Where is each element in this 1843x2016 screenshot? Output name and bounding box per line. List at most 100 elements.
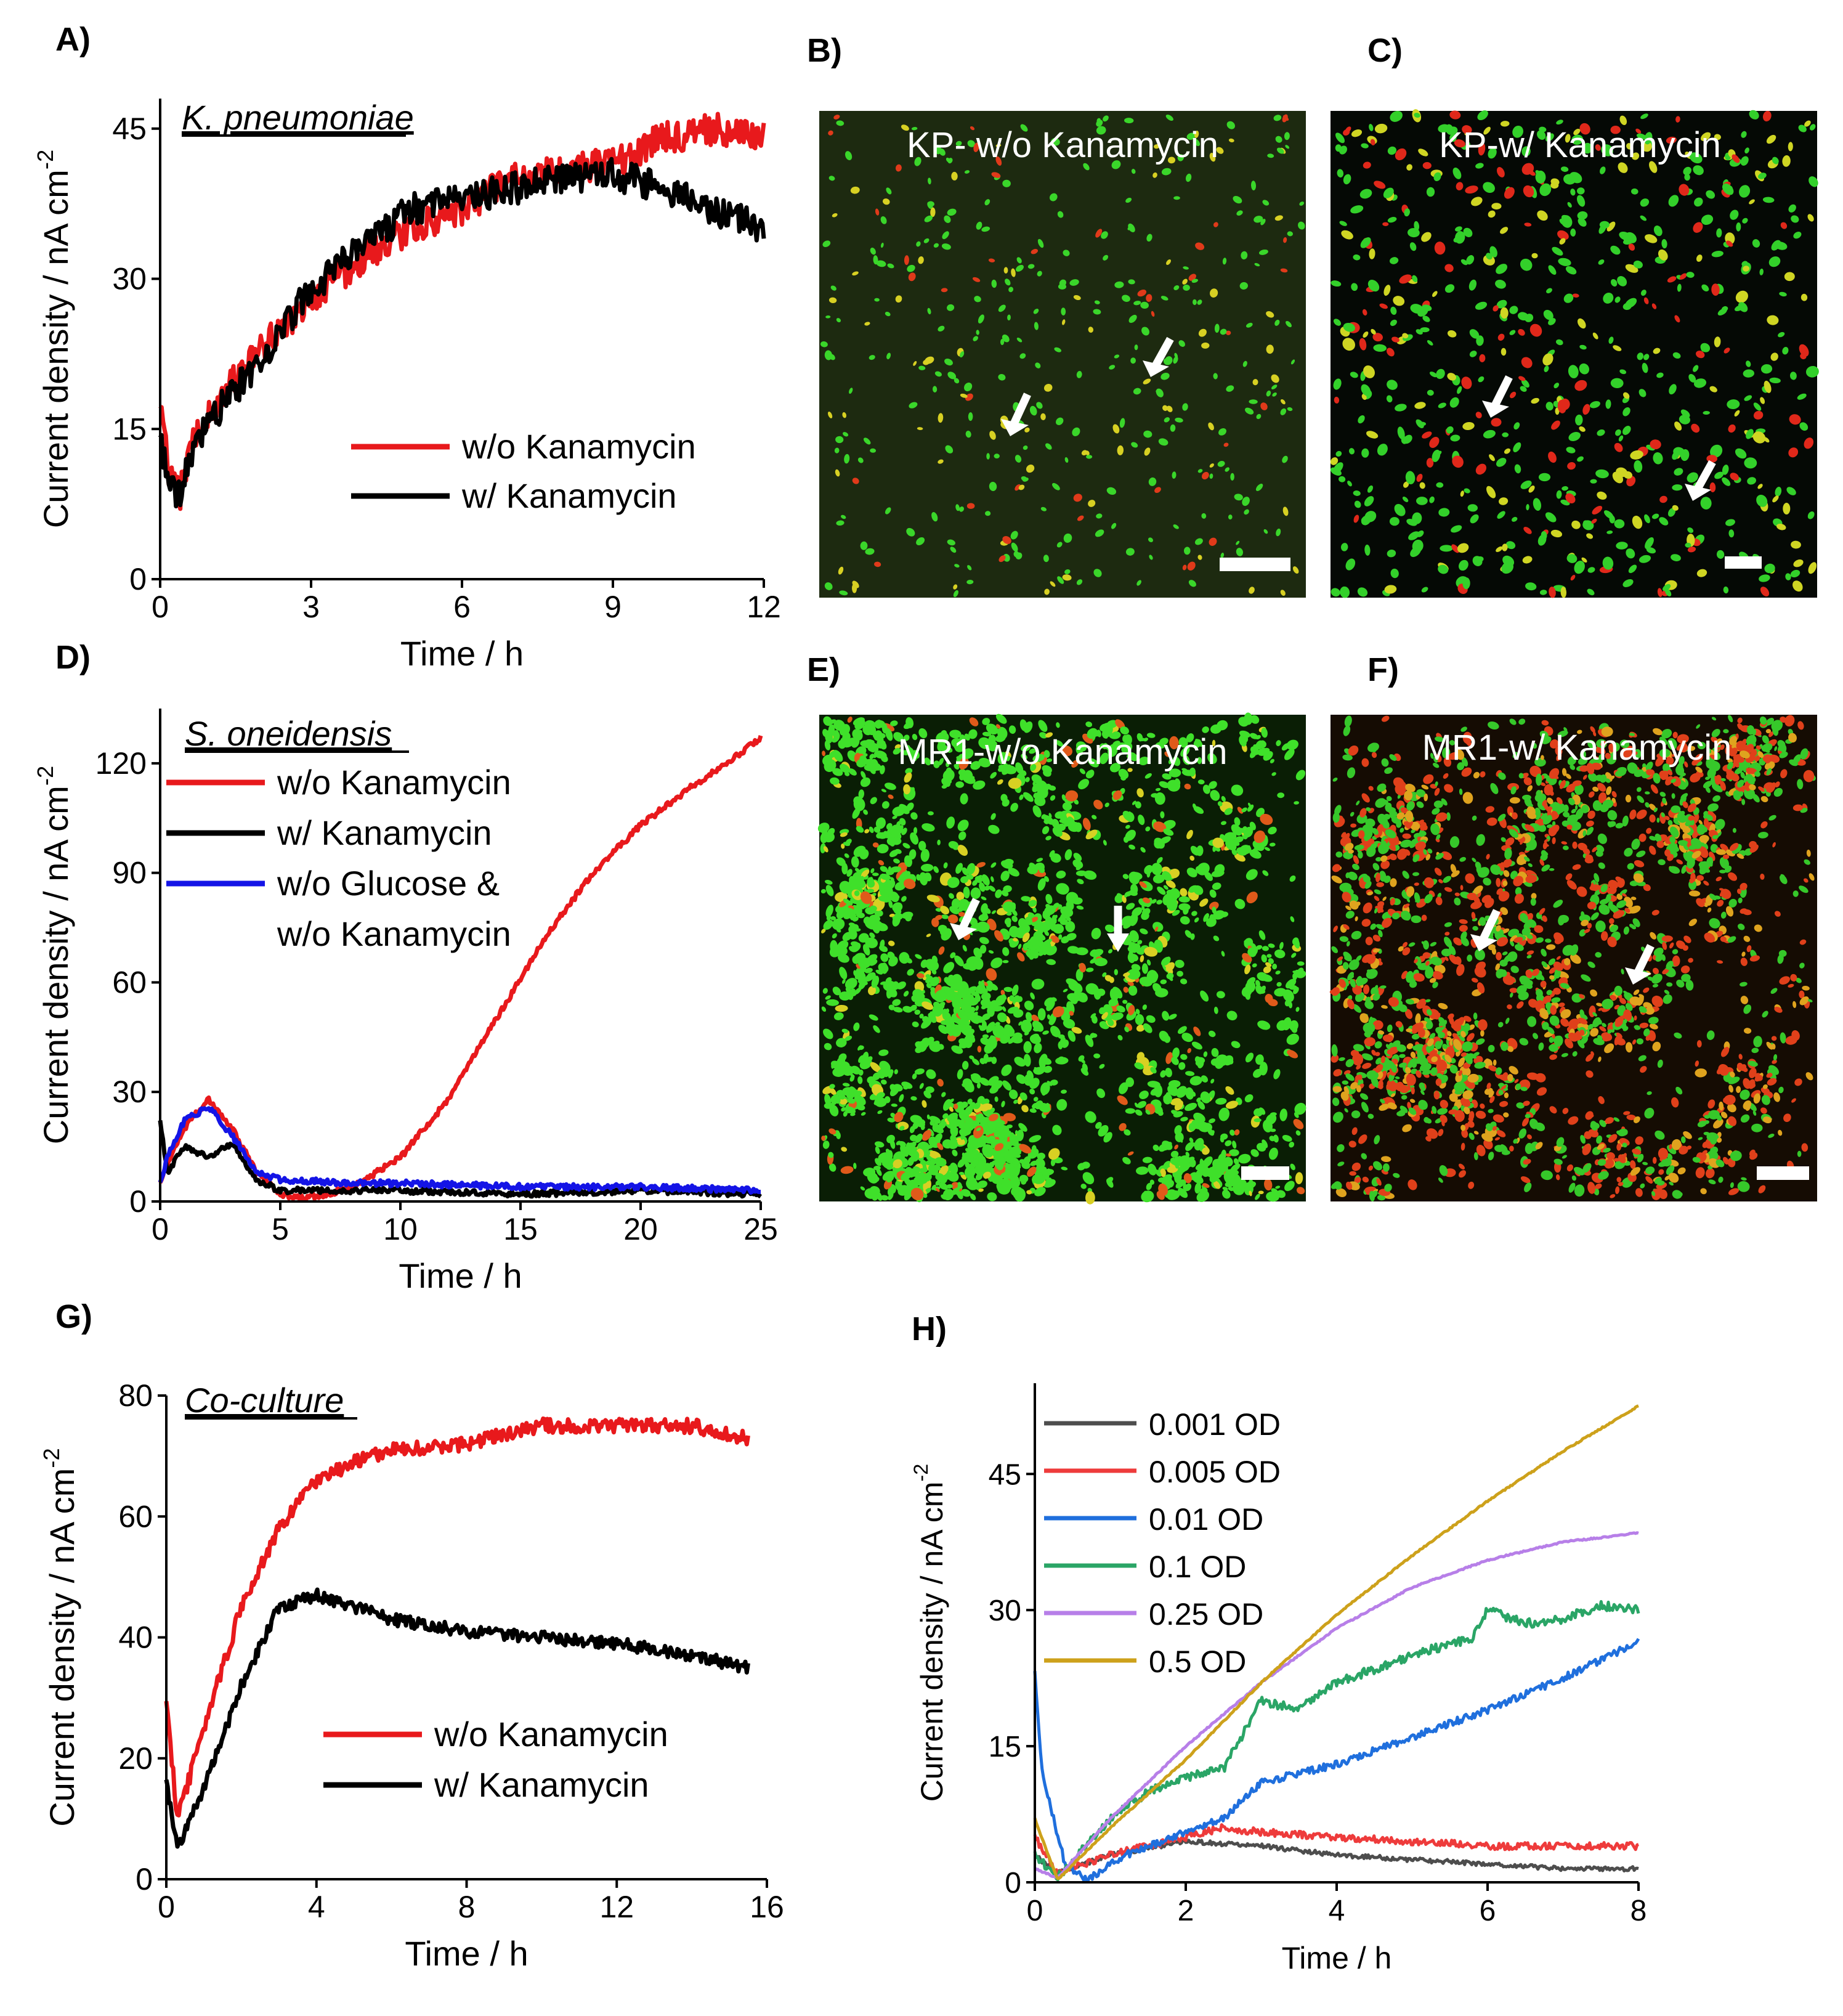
cell [886, 187, 892, 195]
cell [1684, 173, 1690, 181]
cell [1193, 138, 1201, 147]
cell [927, 307, 931, 315]
cell [1254, 262, 1260, 267]
cell [1045, 443, 1052, 450]
cell [967, 565, 972, 571]
cell [1276, 147, 1284, 154]
cell [1034, 322, 1039, 330]
cell [1252, 379, 1258, 386]
cell [924, 215, 933, 222]
cell [1343, 174, 1351, 185]
cell [1417, 421, 1427, 426]
cell [1220, 552, 1225, 558]
cell [945, 445, 954, 453]
cell [1367, 485, 1374, 493]
arrow-icon-b1 [1010, 392, 1031, 427]
cell [1064, 457, 1069, 463]
cell [998, 374, 1006, 381]
cell [1230, 473, 1234, 481]
cell [1151, 311, 1155, 317]
cell [1134, 344, 1138, 351]
cell [955, 140, 962, 147]
cell [1502, 432, 1509, 437]
cell [1417, 530, 1424, 537]
cell [1063, 250, 1070, 256]
cell [886, 352, 891, 360]
scale-bar-e [1241, 1166, 1289, 1180]
cell [1027, 264, 1035, 269]
cell [1002, 536, 1011, 544]
cell [1077, 515, 1084, 521]
cell [1446, 426, 1454, 434]
cell [1273, 115, 1282, 121]
cell [947, 158, 953, 164]
cell [988, 258, 995, 262]
cell [909, 402, 918, 408]
y-tick-label-h: 30 [989, 1595, 1021, 1627]
cell [1445, 124, 1454, 135]
cell [1653, 452, 1663, 465]
cell [1539, 183, 1552, 197]
cell [916, 241, 921, 247]
cell [1744, 395, 1752, 401]
cell [1531, 397, 1539, 404]
cell [901, 124, 909, 131]
panel-label-g: G) [55, 1298, 92, 1335]
cell [1567, 462, 1576, 470]
cell [1182, 278, 1188, 285]
cell [1191, 278, 1199, 283]
cell [1266, 311, 1274, 318]
cell [822, 240, 831, 248]
cell [1563, 293, 1574, 303]
legend-label-line: w/o Glucose & [277, 864, 500, 903]
cell [1530, 898, 1536, 906]
cell [1420, 327, 1430, 333]
cell [1416, 497, 1428, 505]
cell [1457, 386, 1462, 394]
cell [1061, 319, 1066, 325]
cell [1256, 413, 1262, 420]
cell [1403, 481, 1409, 488]
cell [1364, 496, 1374, 506]
panel-label-e: E) [807, 651, 840, 688]
cell [1280, 408, 1287, 415]
series-line-a-1 [158, 156, 766, 509]
x-tick-label-d: 25 [743, 1212, 778, 1246]
cell [1148, 477, 1157, 486]
cell [985, 511, 991, 516]
cell [1260, 402, 1268, 410]
cell [1213, 222, 1218, 227]
cell [986, 453, 990, 460]
y-axis-title-text: Current density / nA cm [36, 169, 75, 528]
cell [944, 215, 951, 223]
cell [845, 151, 853, 161]
cell [1103, 115, 1109, 122]
cell [1146, 294, 1152, 302]
species-annotation-g: Co-culture [185, 1381, 344, 1420]
cell [1358, 415, 1365, 424]
cell [953, 584, 958, 590]
cell [1236, 548, 1243, 556]
cell [1130, 357, 1136, 364]
cell [1073, 295, 1081, 301]
cell [828, 354, 835, 360]
legend-label-a-0: w/o Kanamycin [461, 427, 696, 466]
cell [959, 351, 965, 358]
cell [1287, 231, 1293, 237]
legend-label-g-0: w/o Kanamycin [434, 1715, 668, 1754]
cell [1363, 161, 1371, 169]
y-tick-label-g: 40 [118, 1620, 153, 1655]
cell [1577, 456, 1584, 462]
cell [1347, 481, 1352, 487]
cell [1096, 988, 1106, 996]
cell [998, 304, 1006, 312]
cell [830, 285, 836, 291]
cell [1521, 146, 1531, 156]
cell [1463, 227, 1473, 237]
series-line-a-0 [158, 112, 766, 511]
cell [1266, 344, 1274, 354]
y-axis-title-superscript: -2 [910, 1464, 932, 1482]
cell [1217, 461, 1225, 467]
cell [1069, 279, 1079, 286]
cell [1353, 254, 1361, 261]
